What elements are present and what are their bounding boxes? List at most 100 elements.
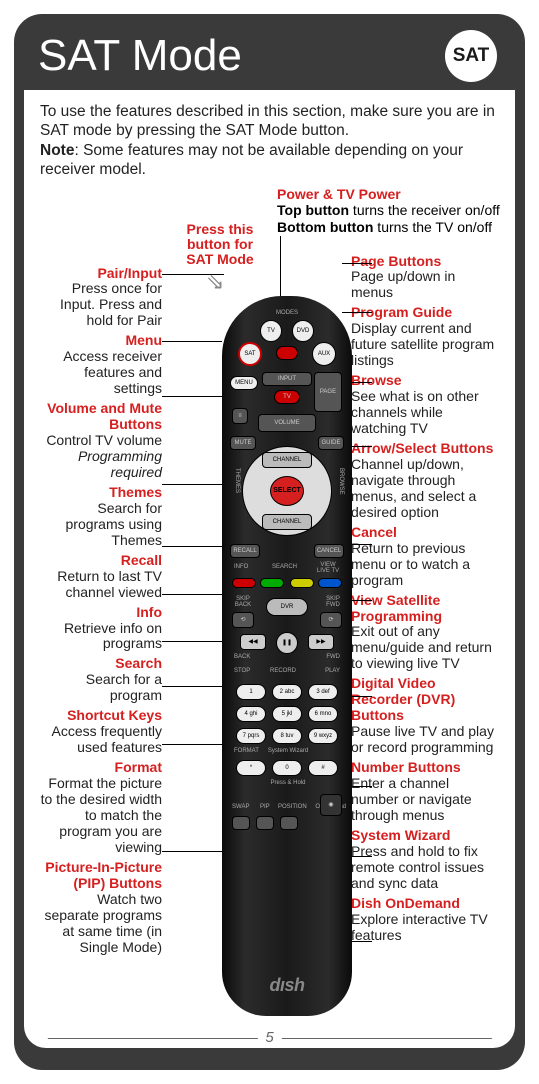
left-column: Pair/InputPress once for Input. Press an… — [40, 186, 162, 960]
leader-line — [162, 274, 224, 275]
swap-button — [232, 816, 250, 830]
callout-browse: BrowseSee what is on other channels whil… — [351, 373, 499, 437]
num-4: 4 ghi — [236, 706, 266, 722]
callout-title: Number Buttons — [351, 760, 499, 776]
label-play: PLAY — [325, 668, 340, 674]
callout-recall: RecallReturn to last TV channel viewed — [40, 553, 162, 601]
num-0: 0 — [272, 760, 302, 776]
num-5: 5 jkl — [272, 706, 302, 722]
callout-system-wizard: System WizardPress and hold to fix remot… — [351, 828, 499, 892]
num-6: 6 mno — [308, 706, 338, 722]
label-browse: BROWSE — [334, 468, 344, 495]
callout-desc: Format the picture to the desired width … — [40, 776, 162, 856]
callout-desc: See what is on other channels while watc… — [351, 389, 499, 437]
callout-pair-input: Pair/InputPress once for Input. Press an… — [40, 266, 162, 330]
page: SAT Mode SAT To use the features describ… — [0, 0, 539, 1084]
leader-line — [162, 546, 224, 547]
skip-fwd-button: ⟳ — [320, 612, 342, 628]
callout-title: View Satellite Programming — [351, 593, 499, 625]
leader-line — [162, 396, 226, 397]
label-info: INFO — [234, 564, 248, 570]
header: SAT Mode SAT — [24, 24, 515, 90]
dish-logo: dısh — [269, 975, 304, 996]
leader-line — [280, 236, 281, 298]
star-button: * — [236, 760, 266, 776]
callout-arrow-select: Arrow/Select ButtonsChannel up/down, nav… — [351, 441, 499, 521]
callout-cancel: CancelReturn to previous menu or to watc… — [351, 525, 499, 589]
callout-title: Pair/Input — [40, 266, 162, 282]
shortcut-yellow — [290, 578, 314, 588]
num-3: 3 def — [308, 684, 338, 700]
callout-desc: Page up/down in menus — [351, 269, 499, 301]
callout-title: Picture-In-Picture (PIP) Buttons — [40, 860, 162, 892]
callout-title: Dish OnDemand — [351, 896, 499, 912]
label-back: BACK — [234, 654, 250, 660]
callout-title: Volume and Mute Buttons — [40, 401, 162, 433]
page-button: PAGE — [314, 372, 342, 412]
sat-badge: SAT — [445, 30, 497, 82]
cancel-button: CANCEL — [314, 544, 344, 558]
callout-desc: Exit out of any menu/guide and return to… — [351, 624, 499, 672]
callout-title: Themes — [40, 485, 162, 501]
label-stop: STOP — [234, 668, 250, 674]
skip-back-button: ⟲ — [232, 612, 254, 628]
pause-button: ❚❚ — [276, 632, 298, 654]
callout-title: Arrow/Select Buttons — [351, 441, 499, 457]
callout-title: Shortcut Keys — [40, 708, 162, 724]
callout-view-satellite: View Satellite ProgrammingExit out of an… — [351, 593, 499, 673]
label-skip-back: SKIP BACK — [230, 596, 256, 608]
leader-line — [162, 594, 228, 595]
recall-button: RECALL — [230, 544, 260, 558]
callout-title: Info — [40, 605, 162, 621]
num-9: 9 wxyz — [308, 728, 338, 744]
callout-themes: ThemesSearch for programs using Themes — [40, 485, 162, 549]
label-skip-fwd: SKIP FWD — [322, 596, 344, 608]
tv-mode-button: TV — [260, 320, 282, 342]
guide-button: GUIDE — [318, 436, 344, 450]
callout-desc: Press once for Input. Press and hold for… — [40, 281, 162, 329]
callout-desc: Access frequently used features — [40, 724, 162, 756]
shortcut-blue — [318, 578, 342, 588]
remote-body: MODES TV DVD SAT AUX INPUT TV PAGE MENU … — [222, 296, 352, 1016]
num-8: 8 tuv — [272, 728, 302, 744]
callout-desc: Display current and future satellite pro… — [351, 321, 499, 369]
callout-desc: Return to previous menu or to watch a pr… — [351, 541, 499, 589]
leader-line — [162, 744, 228, 745]
select-button: SELECT — [270, 476, 304, 506]
callout-search: SearchSearch for a program — [40, 656, 162, 704]
dvr-button: DVR — [266, 598, 308, 616]
callout-number-buttons: Number ButtonsEnter a channel number or … — [351, 760, 499, 824]
label-position: POSITION — [278, 804, 307, 810]
intro-line1: To use the features described in this se… — [40, 103, 495, 139]
dvd-mode-button: DVD — [292, 320, 314, 342]
label-format: FORMAT — [234, 748, 259, 754]
callout-format: FormatFormat the picture to the desired … — [40, 760, 162, 856]
callout-dvr: Digital Video Recorder (DVR) ButtonsPaus… — [351, 676, 499, 756]
num-1: 1 — [236, 684, 266, 700]
position-button — [280, 816, 298, 830]
num-7: 7 pqrs — [236, 728, 266, 744]
page-title: SAT Mode — [38, 31, 242, 81]
callout-title: Page Buttons — [351, 254, 499, 270]
leader-line — [162, 484, 228, 485]
mute-button: MUTE — [230, 436, 256, 450]
leader-line — [162, 341, 222, 342]
power-button — [276, 346, 298, 360]
label-pip: PIP — [260, 804, 270, 810]
callout-title: Digital Video Recorder (DVR) Buttons — [351, 676, 499, 724]
label-record: RECORD — [270, 668, 296, 674]
callout-program-guide: Program GuideDisplay current and future … — [351, 305, 499, 369]
callout-desc: Access receiver features and settings — [40, 349, 162, 397]
callout-desc: Watch two separate programs at same time… — [40, 892, 162, 956]
input-button: INPUT — [262, 372, 312, 386]
callout-desc: Explore interactive TV features — [351, 912, 499, 944]
label-search: SEARCH — [272, 564, 297, 570]
leader-line — [162, 686, 228, 687]
rewind-button: ◀◀ — [240, 634, 266, 650]
callout-desc: Control TV volume — [40, 433, 162, 449]
callout-title: Program Guide — [351, 305, 499, 321]
callout-desc: Enter a channel number or navigate throu… — [351, 776, 499, 824]
label-themes: THEMES — [230, 468, 240, 493]
label-fwd: FWD — [326, 654, 340, 660]
pip-button — [256, 816, 274, 830]
